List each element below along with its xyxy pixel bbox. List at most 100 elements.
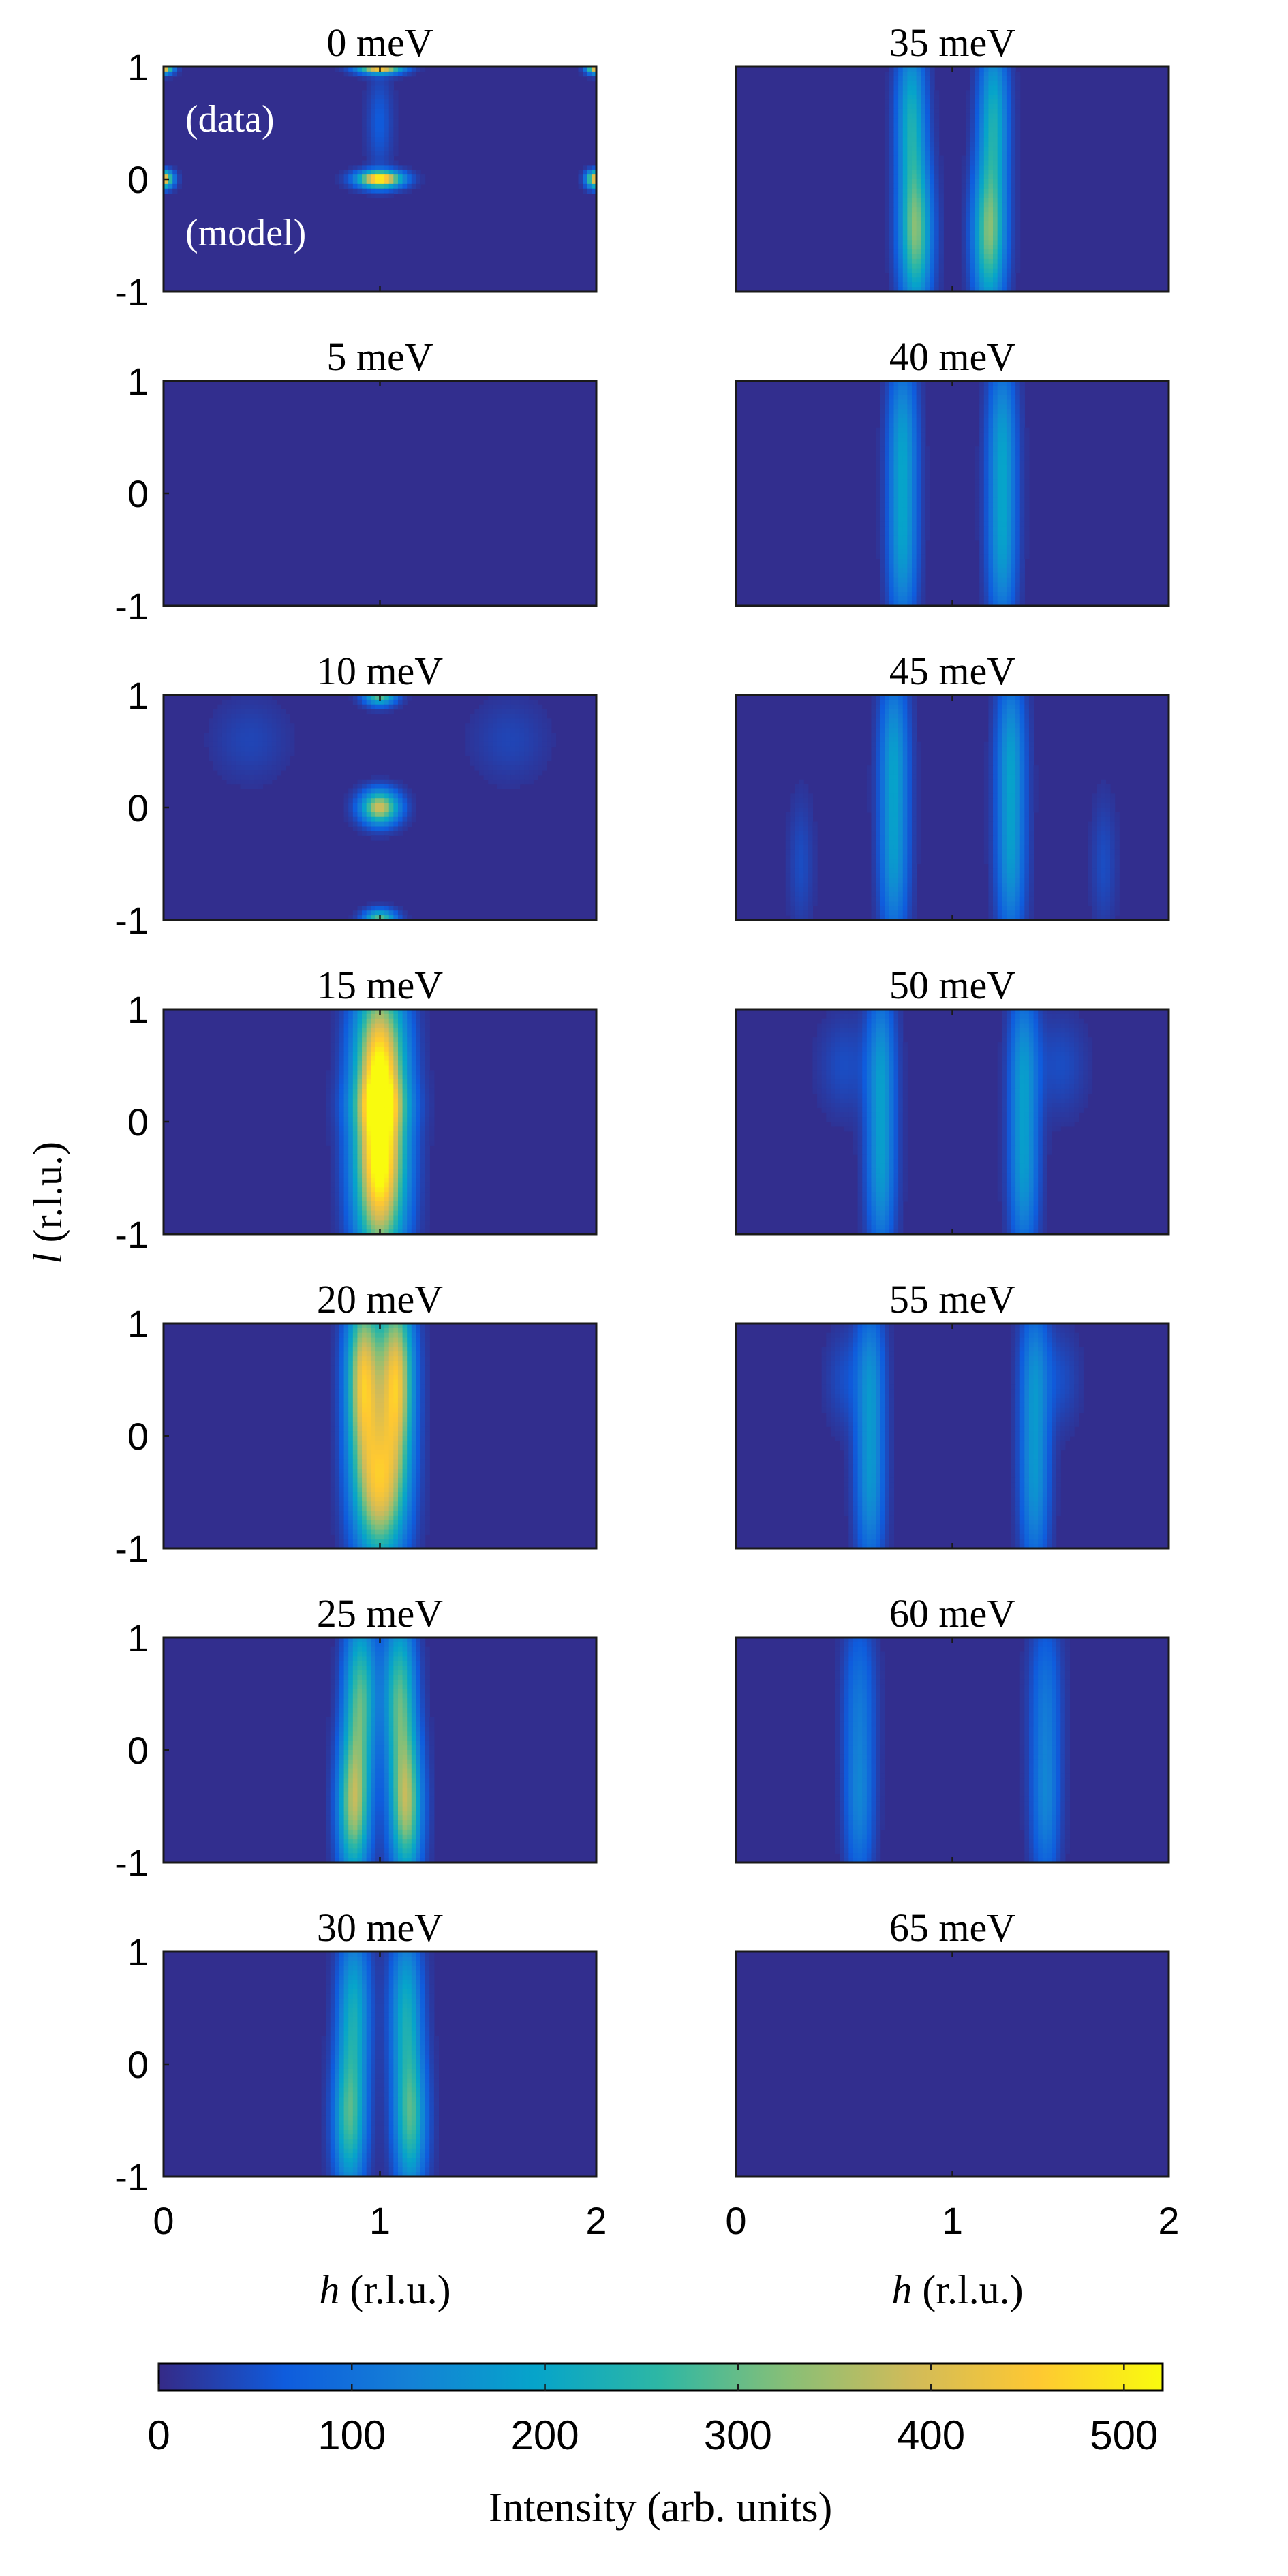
intensity-cell: [1019, 540, 1025, 546]
intensity-cell: [898, 202, 904, 208]
intensity-cell: [988, 545, 994, 551]
intensity-cell: [1015, 915, 1021, 921]
intensity-cell: [1101, 784, 1106, 790]
intensity-cell: [799, 835, 804, 841]
intensity-cell: [258, 718, 264, 724]
intensity-cell: [1110, 901, 1116, 906]
intensity-cell: [380, 137, 385, 142]
intensity-cell: [889, 123, 895, 128]
intensity-cell: [524, 695, 530, 701]
intensity-cell: [880, 756, 885, 761]
intensity-cell: [885, 230, 890, 236]
intensity-cell: [785, 845, 791, 850]
intensity-cell: [388, 788, 394, 794]
intensity-cell: [393, 90, 399, 95]
intensity-cell: [993, 451, 998, 457]
intensity-cell: [1006, 718, 1012, 724]
intensity-cell: [799, 878, 804, 883]
intensity-cell: [393, 821, 399, 827]
intensity-cell: [979, 188, 985, 194]
intensity-cell: [880, 798, 885, 803]
intensity-cell: [880, 906, 885, 911]
intensity-cell: [1015, 741, 1021, 748]
intensity-cell: [528, 699, 534, 705]
intensity-cell: [470, 723, 475, 729]
intensity-cell: [362, 127, 367, 133]
intensity-cell: [983, 770, 990, 776]
intensity-cell: [371, 808, 376, 813]
intensity-cell: [916, 104, 921, 110]
intensity-cell: [916, 582, 921, 588]
intensity-cell: [380, 831, 385, 836]
intensity-cell: [1002, 268, 1007, 274]
intensity-cell: [1087, 859, 1093, 865]
intensity-cell: [966, 95, 971, 100]
intensity-cell: [357, 76, 363, 82]
intensity-cell: [866, 774, 872, 780]
intensity-cell: [885, 915, 890, 921]
intensity-cell: [1011, 427, 1016, 433]
intensity-cell: [1092, 887, 1097, 893]
intensity-cell: [907, 123, 913, 128]
intensity-cell: [893, 249, 899, 255]
intensity-cell: [907, 460, 913, 466]
intensity-cell: [1011, 142, 1016, 147]
intensity-cell: [267, 699, 273, 705]
intensity-cell: [1114, 812, 1120, 818]
intensity-cell: [997, 76, 1002, 82]
intensity-cell: [262, 751, 268, 756]
intensity-cell: [970, 170, 976, 175]
intensity-cell: [790, 910, 795, 916]
intensity-cell: [231, 695, 236, 701]
intensity-cell: [880, 849, 885, 855]
intensity-cell: [799, 816, 804, 823]
intensity-cell: [1024, 840, 1030, 846]
intensity-cell: [907, 235, 913, 241]
intensity-cell: [1015, 230, 1021, 236]
intensity-cell: [911, 230, 917, 236]
intensity-cell: [885, 127, 890, 133]
intensity-cell: [1006, 845, 1012, 850]
intensity-cell: [966, 193, 971, 199]
intensity-cell: [902, 845, 908, 850]
intensity-cell: [384, 146, 390, 152]
intensity-cell: [934, 273, 940, 278]
intensity-cell: [925, 118, 931, 124]
intensity-cell: [285, 733, 290, 738]
intensity-cell: [876, 891, 881, 898]
intensity-cell: [997, 709, 1002, 715]
intensity-cell: [902, 601, 908, 607]
intensity-cell: [885, 432, 890, 438]
intensity-cell: [411, 1009, 417, 1015]
intensity-cell: [388, 910, 394, 916]
intensity-cell: [961, 160, 966, 166]
intensity-cell: [1015, 568, 1021, 574]
intensity-cell: [997, 831, 1002, 836]
intensity-cell: [785, 831, 791, 836]
intensity-cell: [885, 183, 890, 189]
intensity-cell: [1011, 273, 1016, 278]
intensity-cell: [1105, 784, 1111, 790]
intensity-cell: [1015, 728, 1021, 733]
intensity-cell: [172, 165, 178, 170]
intensity-cell: [267, 751, 273, 756]
intensity-cell: [889, 896, 895, 902]
intensity-cell: [866, 765, 872, 771]
intensity-cell: [245, 728, 250, 733]
intensity-cell: [966, 155, 971, 162]
intensity-cell: [983, 404, 990, 410]
intensity-cell: [889, 798, 895, 803]
intensity-cell: [1006, 381, 1012, 386]
intensity-cell: [916, 155, 921, 162]
intensity-cell: [547, 728, 552, 733]
intensity-cell: [1011, 418, 1016, 424]
intensity-cell: [925, 67, 931, 72]
intensity-cell: [1019, 582, 1025, 588]
intensity-cell: [280, 723, 286, 729]
intensity-cell: [911, 733, 917, 738]
intensity-cell: [1006, 160, 1012, 166]
intensity-cell: [907, 709, 913, 715]
intensity-cell: [213, 761, 218, 766]
intensity-cell: [267, 770, 273, 776]
intensity-cell: [1015, 859, 1021, 865]
